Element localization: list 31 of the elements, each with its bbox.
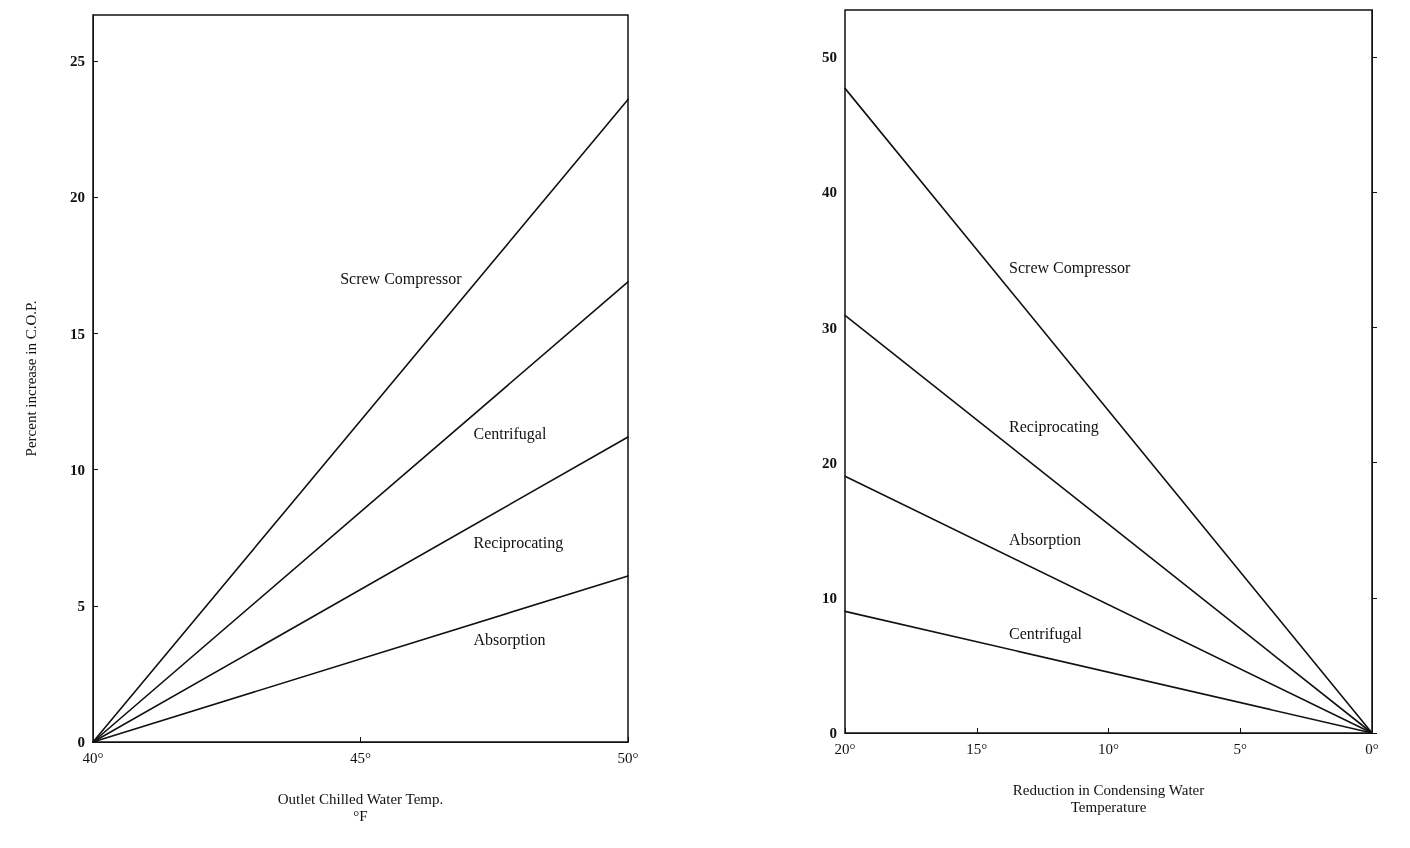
series-label: Reciprocating [1009,418,1099,437]
y-tick-label: 10 [822,589,837,606]
series-label: Centrifugal [1009,625,1083,644]
y-tick-label: 20 [70,189,85,206]
y-tick-label: 5 [77,597,85,614]
x-tick-label: 15° [966,740,988,757]
y-tick-label: 25 [70,53,85,70]
y-tick-label: 50 [822,49,837,66]
x-axis-title: Outlet Chilled Water Temp. °F [277,790,444,824]
y-tick-label: 15 [70,325,85,342]
y-tick-label: 40 [822,184,837,201]
y-tick-label: 30 [822,319,837,336]
x-tick-label: 5° [1233,740,1247,757]
x-tick-label: 20° [834,740,856,757]
y-tick-label: 0 [77,734,85,750]
x-axis-title: Reduction in Condensing Water Temperature [1012,781,1205,815]
series-label: Screw Compressor [1009,259,1132,278]
x-tick-label: 0° [1365,740,1379,757]
series-label: Screw Compressor [340,269,463,288]
y-axis-title: Percent increase in C.O.P. [22,300,39,457]
x-tick-label: 50° [617,749,639,766]
x-tick-label: 45° [350,749,371,766]
series-label: Absorption [1009,530,1082,549]
y-tick-label: 10 [70,461,85,478]
y-tick-label: 20 [822,454,837,471]
x-tick-label: 40° [82,749,104,766]
x-tick-label: 10° [1098,740,1119,757]
series-label: Absorption [473,631,546,650]
y-tick-label: 0 [829,725,837,741]
series-label: Reciprocating [473,534,564,553]
series-label: Centrifugal [473,425,547,444]
